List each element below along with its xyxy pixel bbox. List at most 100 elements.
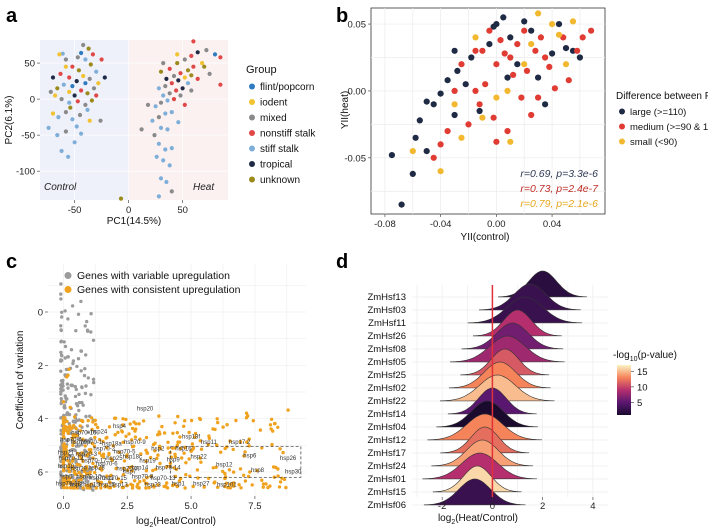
panel-c-point [62,477,66,482]
panel-c-gene-label: hsp70-9 [124,440,146,446]
panel-a-regions [40,40,228,200]
panel-b-point [551,85,559,92]
panel-c-gene-label: hsp70-16 [71,431,97,437]
panel-c-point [154,467,158,471]
panel-c-point [63,427,67,432]
panel-c-point [88,475,92,480]
panel-c-gene-label: hsp12 [216,463,233,469]
panel-c-point [121,417,125,421]
panel-c-point [91,338,96,342]
panel-c-point [68,462,72,466]
panel-c-point [90,416,94,420]
panel-c-point [105,446,109,450]
panel-c-gene-label: hsp70-10 [76,475,102,481]
panel-c-point [232,481,236,485]
panel-c-point [165,486,170,490]
panel-b-legend-swatch [619,108,625,115]
panel-c-point [65,382,70,386]
panel-a-point [81,73,86,79]
panel-b-annotation-large: r=0.69, p=3.3e-6 [520,168,598,180]
panel-b-point [542,101,549,108]
panel-c-point [78,463,82,467]
panel-c-gene-label: hsp10 [58,464,75,470]
panel-c-point [81,486,85,490]
panel-b-ytick-label: -0.05 [344,153,366,164]
panel-c-point [61,416,66,420]
panel-c-gene-label: hsp5 [59,475,73,481]
panel-d-colorbar-title: -log10(p-value) [613,350,677,363]
panel-c-legend: Genes with variable upregulation Genes wi… [64,270,241,296]
panel-a-point [191,39,196,44]
panel-a-point [50,111,56,116]
panel-b-ytick-label: 0.00 [348,86,367,97]
panel-c-point [60,439,64,443]
panel-b-point [454,67,461,74]
panel-c-point [166,440,170,444]
panel-c-point [226,485,230,490]
panel-c-gene-label: hsp13 [111,483,128,489]
panel-a-point [59,97,64,102]
panel-c-axes: 0.0 2.5 5.0 7.5 0 2 4 6 [38,308,262,513]
panel-a-point [207,71,212,76]
panel-a-point [72,93,77,98]
panel-a-xtick-label: -50 [68,205,82,216]
panel-c-point [83,439,88,443]
panel-b-point [555,31,563,38]
panel-c-point [66,355,70,359]
panel-a-point [167,66,172,71]
panel-d-ridge [461,322,564,350]
panel-c-point [121,485,126,490]
panel-c-point [177,479,182,483]
panel-b-legend-label: medium (>=90 & 110) [630,122,708,133]
panel-c-point [129,482,133,486]
panel-a-point [87,118,92,123]
panel-a-point [46,125,51,130]
panel-b-legend-swatch [619,138,625,145]
panel-a-grid [40,40,228,200]
panel-d-colorbar-tick-label: 5 [637,398,642,409]
panel-c-point [155,456,159,461]
panel-c-point [269,417,274,421]
panel-d-category-label: ZmHsf05 [367,357,406,368]
panel-c-point [63,424,67,429]
panel-d-ridges [422,270,587,506]
panel-c-point [101,455,106,459]
panel-c-point [176,414,180,419]
panel-d-category-label: ZmHsf17 [367,448,406,459]
panel-a-point [176,78,181,83]
panel-a-point [76,68,81,73]
panel-c-point [79,349,84,353]
panel-a-point [70,84,75,89]
panel-c-point [183,419,187,423]
panel-a-point [61,82,66,87]
panel-c-point [144,486,148,490]
panel-a-point [83,102,88,107]
panel-c-gene-label: hsp17 2 [229,440,251,446]
panel-b-axes: -0.08 -0.04 0.00 0.04 0.05 0.00 -0.05 [344,20,561,230]
panel-c-point [133,435,138,439]
panel-c-point [64,480,68,484]
panel-b-point [523,67,531,74]
panel-b-ytick-label: 0.05 [348,20,367,31]
panel-c-point [133,429,137,433]
panel-c-point [74,482,78,486]
panel-a-point [79,88,84,93]
panel-c-point [72,415,77,419]
panel-b-point [490,23,497,30]
panel-a-point [152,133,157,138]
panel-a-point [182,102,187,107]
panel-c-gene-label: hsp20 [137,407,154,413]
panel-d-colorbar-ticks: 15 10 5 [631,367,648,409]
panel-b-point [535,74,542,81]
panel-a-point [67,89,72,94]
panel-a-point [74,79,79,84]
panel-a-point [91,86,97,91]
panel-c-point [198,417,203,422]
panel-a-point [83,81,88,86]
panel-c-point [138,437,142,441]
panel-b-point [521,18,528,25]
panel-c-point [251,419,255,423]
panel-c-point [59,328,63,333]
panel-a-point [185,81,191,86]
panel-a-point [98,118,103,123]
